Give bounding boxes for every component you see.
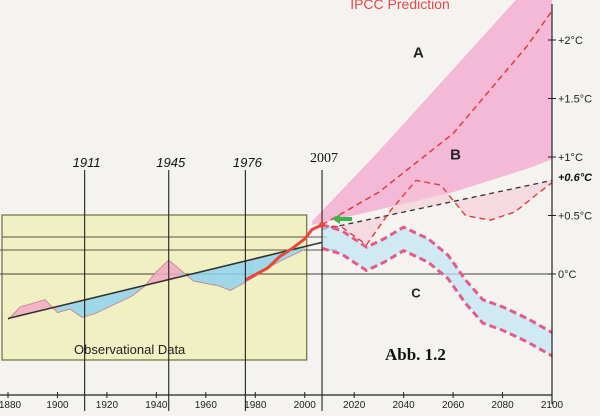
observed-anomaly-segment (218, 264, 231, 291)
current-point-marker (319, 221, 326, 228)
linear-trend-line (7, 241, 323, 320)
x-tick-label: 1940 (145, 400, 168, 411)
x-tick-label: 2060 (442, 400, 465, 411)
scenario-b-area (322, 180, 552, 245)
observational-data-box (1, 214, 308, 361)
observed-anomaly-segment (230, 261, 243, 291)
x-tick-label: 1980 (244, 400, 267, 411)
observed-anomaly-segment (32, 299, 46, 313)
scenario-a-band (312, 0, 552, 225)
green-arrow-icon (332, 214, 353, 225)
scenario-label-b: B (450, 146, 461, 163)
scenario-b-value-label: +0.6°C (558, 172, 593, 184)
scenario-b-trend-line (321, 179, 553, 231)
observed-anomaly-segment (69, 300, 83, 318)
observed-anomaly-segment (255, 255, 268, 277)
chart-title: IPCC Prediction (350, 0, 450, 12)
x-tick-label: 2080 (491, 400, 514, 411)
observational-data-label: Observational Data (74, 342, 186, 357)
y-tick-label: 0°C (558, 269, 577, 281)
observed-anomaly-segment (119, 288, 132, 303)
scenario-c-band (322, 224, 552, 356)
y-tick-label: +0.5°C (558, 211, 592, 223)
x-tick-label: 1960 (195, 400, 218, 411)
scenario-label-a: A (413, 45, 424, 62)
x-tick-label: 1880 (0, 400, 22, 411)
observed-anomaly-segment (205, 267, 219, 286)
marker-year-label-1911: 1911 (73, 155, 101, 170)
figure-label: Abb. 1.2 (385, 345, 446, 364)
marker-year-label-2007: 2007 (310, 151, 338, 166)
y-tick-label: +1.5°C (558, 94, 592, 106)
marker-year-label-1945: 1945 (156, 155, 186, 170)
x-tick-label: 1920 (96, 400, 119, 411)
scenario-label-c: C (411, 285, 421, 300)
x-tick-label: 2100 (541, 400, 564, 411)
observed-anomaly-segment (292, 246, 305, 256)
y-tick-label: +2°C (558, 35, 583, 47)
x-tick-label: 1900 (46, 400, 69, 411)
observed-anomaly-segment (106, 291, 120, 308)
scenario-c-upper-line (321, 223, 553, 334)
scenario-a-line (321, 10, 553, 226)
marker-year-label-1976: 1976 (233, 155, 263, 170)
scenario-c-lower-line (321, 246, 553, 358)
x-tick-label: 2040 (393, 400, 416, 411)
x-tick-label: 2000 (294, 400, 317, 411)
x-tick-label: 2020 (343, 400, 366, 411)
recent-warming-line (244, 223, 323, 282)
y-tick-label: +1°C (558, 152, 583, 164)
observed-anomaly-segment (193, 270, 206, 284)
observed-anomaly-segment (82, 297, 95, 318)
observed-anomaly-segment (168, 259, 182, 280)
scenario-b-line (321, 179, 553, 246)
observed-anomaly-segment (156, 259, 169, 283)
